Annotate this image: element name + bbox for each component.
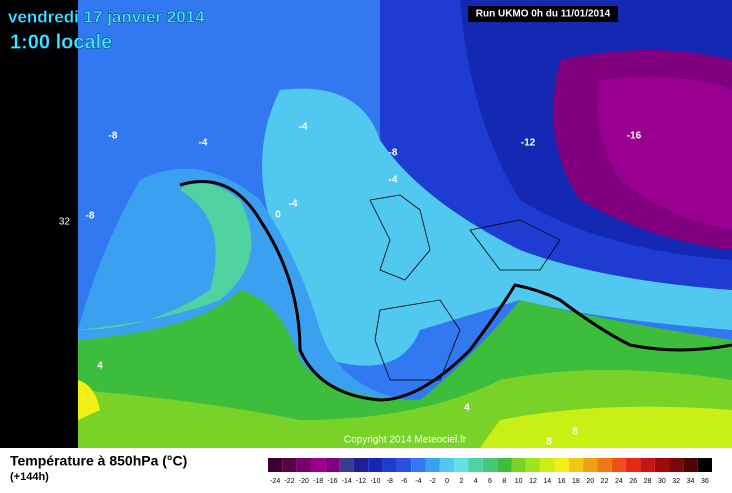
colorbar-swatch: [597, 458, 612, 472]
contour-label: -4: [289, 199, 298, 210]
colorbar-swatch: [368, 458, 383, 472]
colorbar-swatch: [640, 458, 655, 472]
colorbar-label: -24: [270, 478, 280, 485]
colorbar-label: 24: [615, 478, 623, 485]
colorbar-swatch: [497, 458, 512, 472]
colorbar-label: 26: [629, 478, 637, 485]
colorbar-swatch: [554, 458, 569, 472]
colorbar-label: 0: [445, 478, 449, 485]
colorbar-swatch: [396, 458, 412, 472]
colorbar-swatch: [268, 458, 283, 472]
colorbar-label: -8: [387, 478, 393, 485]
legend-step: (+144h): [10, 471, 49, 483]
colorbar-swatch: [611, 458, 627, 472]
contour-label: 4: [97, 361, 103, 372]
colorbar-label: -14: [342, 478, 352, 485]
colorbar-swatch: [282, 458, 297, 472]
colorbar-swatch: [325, 458, 340, 472]
contour-label: -4: [299, 122, 308, 133]
colorbar-label: 34: [687, 478, 695, 485]
colorbar-label: 14: [543, 478, 551, 485]
colorbar-label: 30: [658, 478, 666, 485]
colorbar-swatch: [468, 458, 483, 472]
run-box: [468, 6, 618, 22]
colorbar-swatch: [583, 458, 598, 472]
contour-label: 8: [546, 437, 552, 448]
colorbar-label: -20: [299, 478, 309, 485]
contour-label: -8: [109, 131, 118, 142]
colorbar-swatch: [482, 458, 498, 472]
colorbar-label: -4: [415, 478, 421, 485]
colorbar-label: -18: [313, 478, 323, 485]
colorbar-label: -22: [284, 478, 294, 485]
legend-title: Température à 850hPa (°C): [10, 453, 187, 469]
colorbar-swatch: [511, 458, 526, 472]
colorbar-label: 2: [459, 478, 463, 485]
colorbar-swatch: [454, 458, 469, 472]
colorbar-label: -2: [430, 478, 436, 485]
contour-label: -12: [521, 138, 536, 149]
colorbar-label: 18: [572, 478, 580, 485]
colorbar-swatch: [310, 458, 326, 472]
colorbar-swatch: [339, 458, 354, 472]
colorbar-label: 36: [701, 478, 709, 485]
colorbar-label: -10: [370, 478, 380, 485]
colorbar-label: 6: [488, 478, 492, 485]
contour-labels: -8 -4 -4 -8 -4 -4 0 -8 -12 -16 4 4 8 8: [86, 122, 642, 448]
contour-label: -16: [627, 131, 642, 142]
colorbar-swatch: [697, 458, 712, 472]
title: vendredi 17 janvier 2014: [8, 7, 205, 26]
colorbar-label: 8: [502, 478, 506, 485]
colorbar-swatch: [525, 458, 541, 472]
colorbar-label: 10: [515, 478, 523, 485]
run: Run UKMO 0h du 11/01/2014: [476, 9, 611, 20]
contour-label: -8: [86, 211, 95, 222]
colorbar-label: 12: [529, 478, 537, 485]
contour-label: 8: [572, 427, 578, 438]
colorbar-label: -6: [401, 478, 407, 485]
colorbar-swatch: [683, 458, 698, 472]
colorbar-swatch: [669, 458, 684, 472]
colorbar-label: 4: [474, 478, 478, 485]
side-label: 32: [59, 217, 71, 228]
colorbar-swatch: [439, 458, 455, 472]
copyright: Copyright 2014 Meteociel.fr: [344, 435, 467, 446]
contour-label: -4: [389, 175, 398, 186]
colorbar-label: -12: [356, 478, 366, 485]
colorbar-swatch: [568, 458, 584, 472]
colorbar-label: 32: [672, 478, 680, 485]
colorbar: -24 -22 -20 -18 -16 -14 -12 -10 -8 -6 -4 -2 0 2 4 6 8 10 1…: [268, 458, 712, 485]
map: [78, 0, 732, 448]
colorbar-swatch: [353, 458, 369, 472]
colorbar-label: 22: [601, 478, 609, 485]
colorbar-label: 28: [644, 478, 652, 485]
contour-label: 0: [275, 210, 281, 221]
contour-label: -8: [389, 148, 398, 159]
colorbar-label: -16: [327, 478, 337, 485]
colorbar-swatch: [382, 458, 397, 472]
contour-label: -4: [199, 138, 208, 149]
colorbar-swatch: [540, 458, 555, 472]
colorbar-label: 16: [558, 478, 566, 485]
contour-label: 4: [464, 403, 470, 414]
colorbar-swatch: [425, 458, 440, 472]
time: 1:00 locale: [10, 31, 112, 53]
colorbar-label: 20: [586, 478, 594, 485]
colorbar-swatch: [296, 458, 311, 472]
colorbar-swatch: [654, 458, 670, 472]
colorbar-swatch: [626, 458, 641, 472]
colorbar-swatch: [411, 458, 426, 472]
